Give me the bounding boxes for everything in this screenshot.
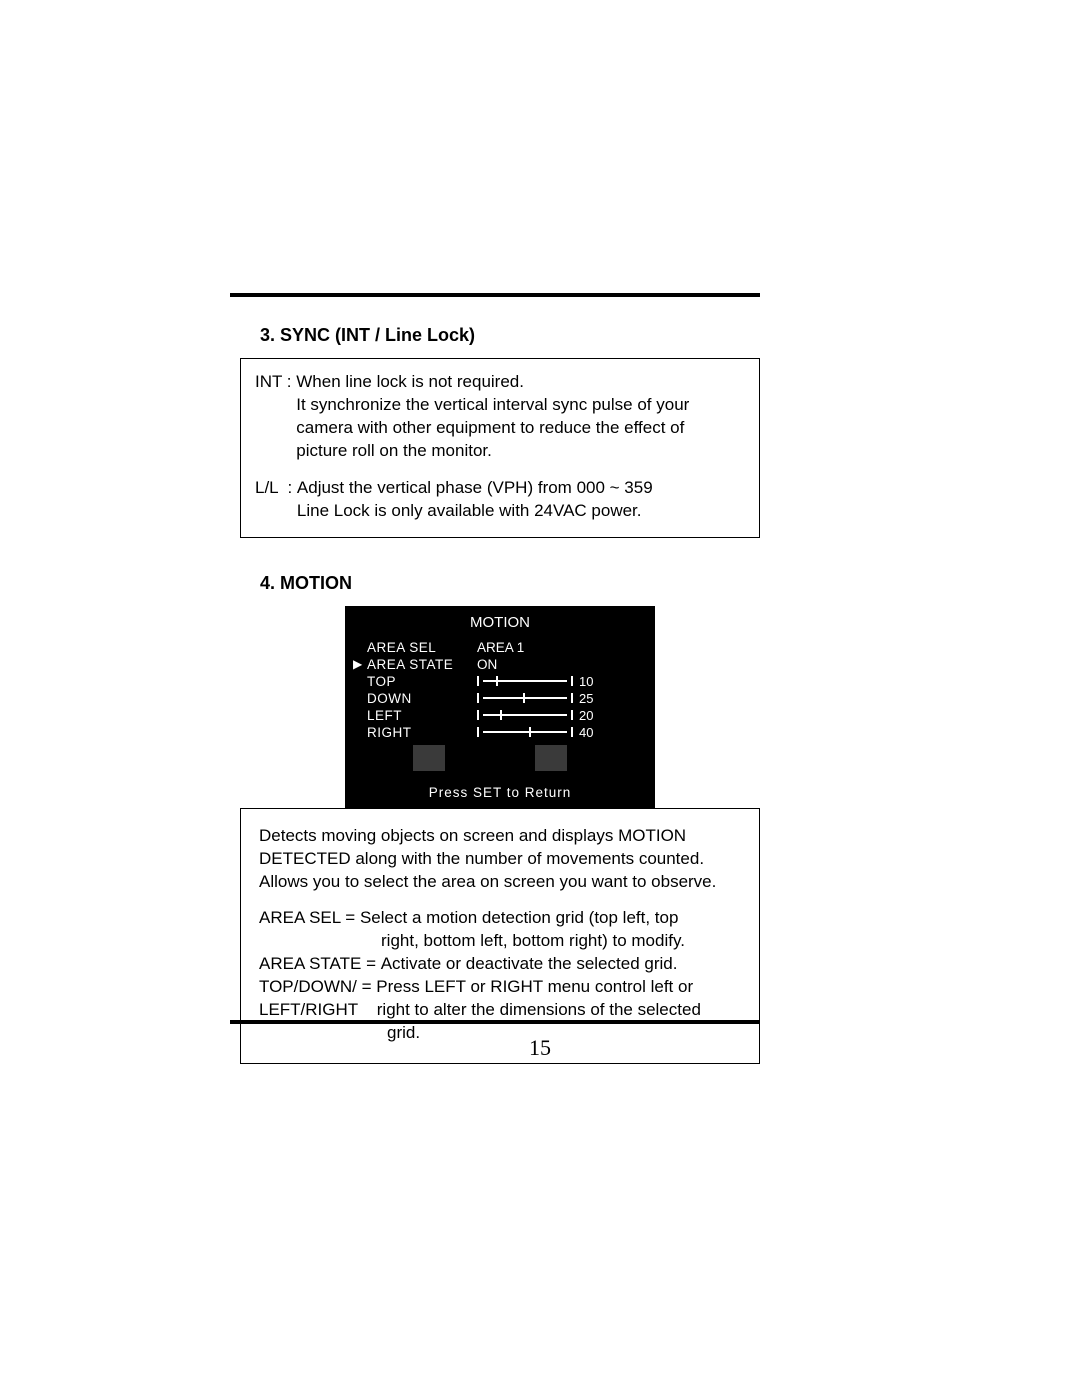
osd-label: DOWN [367, 691, 477, 706]
osd-row-1: ▶ AREA STATEON [345, 656, 655, 673]
areasel-l2: right, bottom left, bottom right) to mod… [381, 930, 741, 953]
osd-label: LEFT [367, 708, 477, 723]
osd-row-5: RIGHT 40 [345, 724, 655, 741]
osd-wrapper: MOTION AREA SELAREA 1▶AREA STATEONTOP10D… [230, 606, 770, 808]
osd-label: AREA SEL [367, 640, 477, 655]
int-definition: INT : When line lock is not required. It… [255, 371, 745, 463]
int-line2: It synchronize the vertical interval syn… [296, 394, 745, 417]
section-4-title: 4. MOTION [230, 573, 770, 594]
osd-slider-value: 10 [579, 674, 599, 689]
osd-slider-value: 40 [579, 725, 599, 740]
areasel-l1: Select a motion detection grid (top left… [360, 907, 741, 930]
caret-icon: ▶ [353, 657, 362, 671]
osd-value: ON [477, 657, 547, 672]
int-body: When line lock is not required. It synch… [296, 371, 745, 463]
areasel-row2: right, bottom left, bottom right) to mod… [259, 930, 741, 953]
osd-slider-value: 25 [579, 691, 599, 706]
osd-row-3: DOWN 25 [345, 690, 655, 707]
osd-label: AREA STATE [367, 657, 477, 672]
int-line3: camera with other equipment to reduce th… [296, 417, 745, 440]
areastate-label: AREA STATE = [259, 953, 381, 976]
osd-gray-squares [345, 741, 655, 777]
osd-slider-value: 20 [579, 708, 599, 723]
osd-square-left [413, 745, 445, 771]
osd-panel: MOTION AREA SELAREA 1▶AREA STATEONTOP10D… [345, 606, 655, 808]
section-3-title: 3. SYNC (INT / Line Lock) [230, 325, 770, 346]
tdlr-row1: TOP/DOWN/ = Press LEFT or RIGHT menu con… [259, 976, 741, 999]
desc-line2: DETECTED along with the number of moveme… [259, 848, 741, 871]
page-number: 15 [0, 1035, 1080, 1061]
osd-row-2: TOP 10 [345, 673, 655, 690]
int-label: INT : [255, 371, 296, 463]
osd-footer: Press SET to Return [345, 785, 655, 800]
tdlr-l2: right to alter the dimensions of the sel… [377, 999, 741, 1022]
ll-line1: Adjust the vertical phase (VPH) from 000… [297, 477, 745, 500]
osd-title: MOTION [345, 614, 655, 631]
int-line1: When line lock is not required. [296, 371, 745, 394]
areasel-body: Select a motion detection grid (top left… [360, 907, 741, 930]
manual-page: 3. SYNC (INT / Line Lock) INT : When lin… [0, 0, 1080, 1397]
int-line4: picture roll on the monitor. [296, 440, 745, 463]
osd-row-0: AREA SELAREA 1 [345, 639, 655, 656]
areasel-indent [259, 930, 381, 953]
tdlr-row2: LEFT/RIGHT right to alter the dimensions… [259, 999, 741, 1022]
motion-desc: Detects moving objects on screen and dis… [259, 825, 741, 894]
osd-label: TOP [367, 674, 477, 689]
desc-line1: Detects moving objects on screen and dis… [259, 825, 741, 848]
osd-square-right [535, 745, 567, 771]
areasel-row: AREA SEL = Select a motion detection gri… [259, 907, 741, 930]
desc-line3: Allows you to select the area on screen … [259, 871, 741, 894]
areastate-l1: Activate or deactivate the selected grid… [381, 953, 741, 976]
tdlr-l1: Press LEFT or RIGHT menu control left or [376, 976, 741, 999]
tdlr-label1: TOP/DOWN/ = [259, 976, 376, 999]
ll-body: Adjust the vertical phase (VPH) from 000… [297, 477, 745, 523]
osd-slider [477, 710, 573, 720]
osd-label: RIGHT [367, 725, 477, 740]
areastate-row: AREA STATE = Activate or deactivate the … [259, 953, 741, 976]
ll-label: L/L : [255, 477, 297, 523]
ll-line2: Line Lock is only available with 24VAC p… [297, 500, 745, 523]
osd-slider [477, 693, 573, 703]
osd-value: AREA 1 [477, 640, 547, 655]
osd-slider [477, 676, 573, 686]
osd-slider [477, 727, 573, 737]
sync-box: INT : When line lock is not required. It… [240, 358, 760, 538]
motion-box: Detects moving objects on screen and dis… [240, 809, 760, 1064]
tdlr-label2: LEFT/RIGHT [259, 999, 377, 1022]
ll-definition: L/L : Adjust the vertical phase (VPH) fr… [255, 477, 745, 523]
content-block: 3. SYNC (INT / Line Lock) INT : When lin… [230, 290, 770, 1064]
bottom-rule [230, 1020, 760, 1024]
osd-row-4: LEFT 20 [345, 707, 655, 724]
areasel-label: AREA SEL = [259, 907, 360, 930]
